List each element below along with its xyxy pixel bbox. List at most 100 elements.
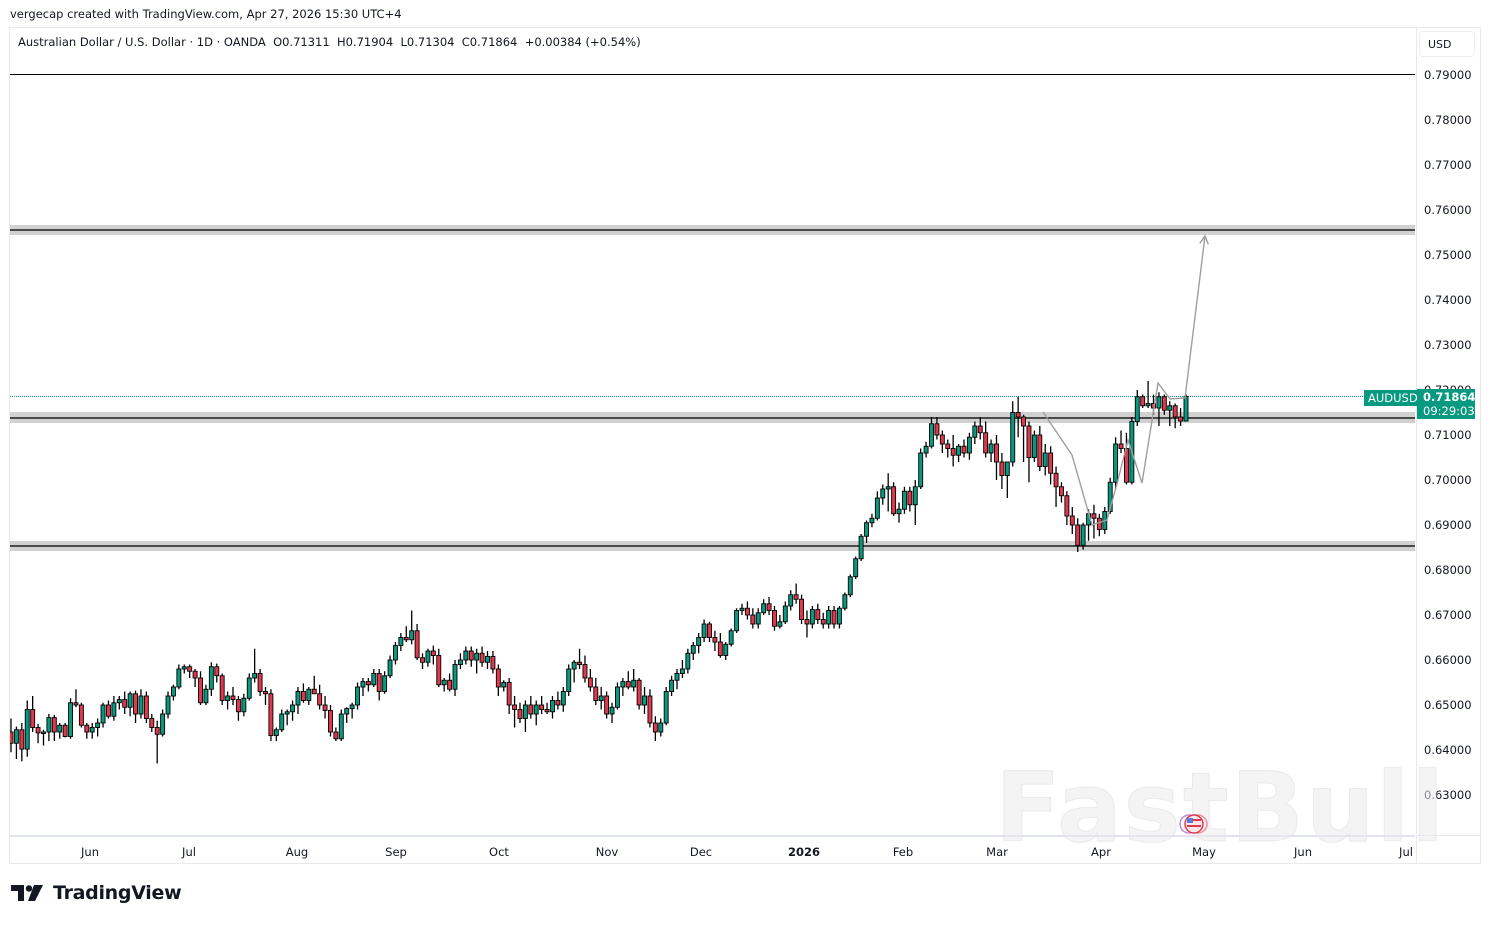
candle [880, 484, 886, 505]
candle [977, 417, 983, 440]
candle [761, 599, 767, 615]
candle [1037, 426, 1043, 471]
price-axis-label: 0.77000 [1424, 158, 1472, 172]
candle [392, 642, 398, 665]
candle [885, 473, 891, 512]
chart-plot-area[interactable] [10, 28, 1415, 834]
candle [333, 727, 339, 741]
candle [631, 669, 637, 692]
candle [533, 700, 539, 726]
open-value: O0.71311 [273, 35, 330, 49]
candle [734, 608, 740, 633]
candle [528, 696, 534, 719]
candle [1134, 390, 1140, 426]
candle [273, 727, 279, 741]
time-axis-label: Jul [182, 845, 196, 859]
candle [176, 664, 182, 690]
candle [284, 709, 290, 726]
candle [869, 513, 875, 528]
time-axis-label: Nov [595, 845, 619, 859]
candle [522, 700, 528, 732]
price-axis-label: 0.69000 [1424, 518, 1472, 532]
candle [956, 444, 962, 462]
resistance-line-079[interactable] [10, 74, 1415, 75]
candle [46, 714, 52, 741]
candle [328, 705, 333, 737]
candle [1113, 437, 1119, 489]
candle [122, 691, 128, 714]
candlestick-series[interactable] [10, 28, 1415, 834]
symbol-price-tag: AUDUSD [1364, 390, 1422, 406]
candle [447, 673, 453, 692]
candle [1178, 408, 1184, 426]
symbol-name[interactable]: Australian Dollar / U.S. Dollar [18, 35, 186, 49]
economic-event-flag-icon[interactable] [1178, 813, 1214, 835]
candle [322, 696, 328, 719]
candle [777, 615, 783, 629]
candle [766, 597, 772, 615]
time-axis-label: May [1192, 845, 1216, 859]
candle [35, 723, 41, 744]
candle [84, 723, 90, 739]
candle [663, 687, 669, 726]
tradingview-logo[interactable]: TradingView [11, 882, 182, 904]
candle [1010, 401, 1016, 467]
close-value: C0.71864 [461, 35, 518, 49]
price-axis-label: 0.75000 [1424, 248, 1472, 262]
candle [100, 702, 106, 728]
candle [1053, 466, 1059, 507]
candle [1048, 446, 1054, 485]
candle [89, 723, 95, 739]
candle [517, 702, 523, 723]
low-value: L0.71304 [400, 35, 455, 49]
time-axis-label: Mar [986, 845, 1008, 859]
candle [739, 603, 745, 615]
candle [577, 648, 582, 669]
candle [430, 645, 436, 665]
candle [506, 678, 512, 714]
candle [235, 696, 241, 721]
candle [290, 700, 296, 721]
candle [923, 441, 929, 458]
candle [409, 610, 415, 645]
candle [165, 691, 171, 719]
price-axis-label: 0.76000 [1424, 203, 1472, 217]
currency-button[interactable]: USD [1419, 31, 1475, 57]
candle [13, 726, 19, 759]
candle [847, 574, 853, 597]
candle [10, 718, 14, 753]
candle [625, 671, 631, 690]
candle [149, 714, 155, 732]
price-axis[interactable]: 0.79000 0.78000 0.77000 0.76000 0.75000 0.740… [1416, 28, 1481, 834]
candle [1091, 504, 1097, 539]
candle [544, 702, 550, 714]
candle [587, 669, 593, 692]
candle [317, 684, 323, 710]
time-axis-label: Apr [1091, 845, 1111, 859]
projection-path[interactable] [10, 28, 1415, 834]
candle [106, 700, 111, 719]
candle [154, 720, 160, 764]
arrow-head-icon [1199, 234, 1209, 245]
candle [51, 714, 57, 741]
candle [230, 687, 236, 705]
candle [41, 729, 46, 746]
candle [203, 684, 209, 705]
candle [268, 689, 274, 741]
candle [864, 520, 869, 543]
time-axis-label: Jun [1294, 845, 1312, 859]
candle [338, 709, 344, 741]
candle [647, 689, 653, 728]
candle [295, 687, 301, 714]
time-axis[interactable]: Jun Jul Aug Sep Oct Nov Dec 2026 Feb Mar Apr May Jun… [10, 835, 1415, 865]
candle [772, 606, 777, 631]
candle [1145, 381, 1151, 408]
candle [809, 606, 815, 629]
candle [414, 624, 420, 660]
symbol-legend: Australian Dollar / U.S. Dollar · 1D · O… [18, 35, 641, 49]
candle [701, 619, 707, 642]
candle [382, 671, 388, 694]
candle [604, 691, 610, 719]
interval[interactable]: 1D [196, 35, 213, 49]
candle [1161, 394, 1167, 415]
